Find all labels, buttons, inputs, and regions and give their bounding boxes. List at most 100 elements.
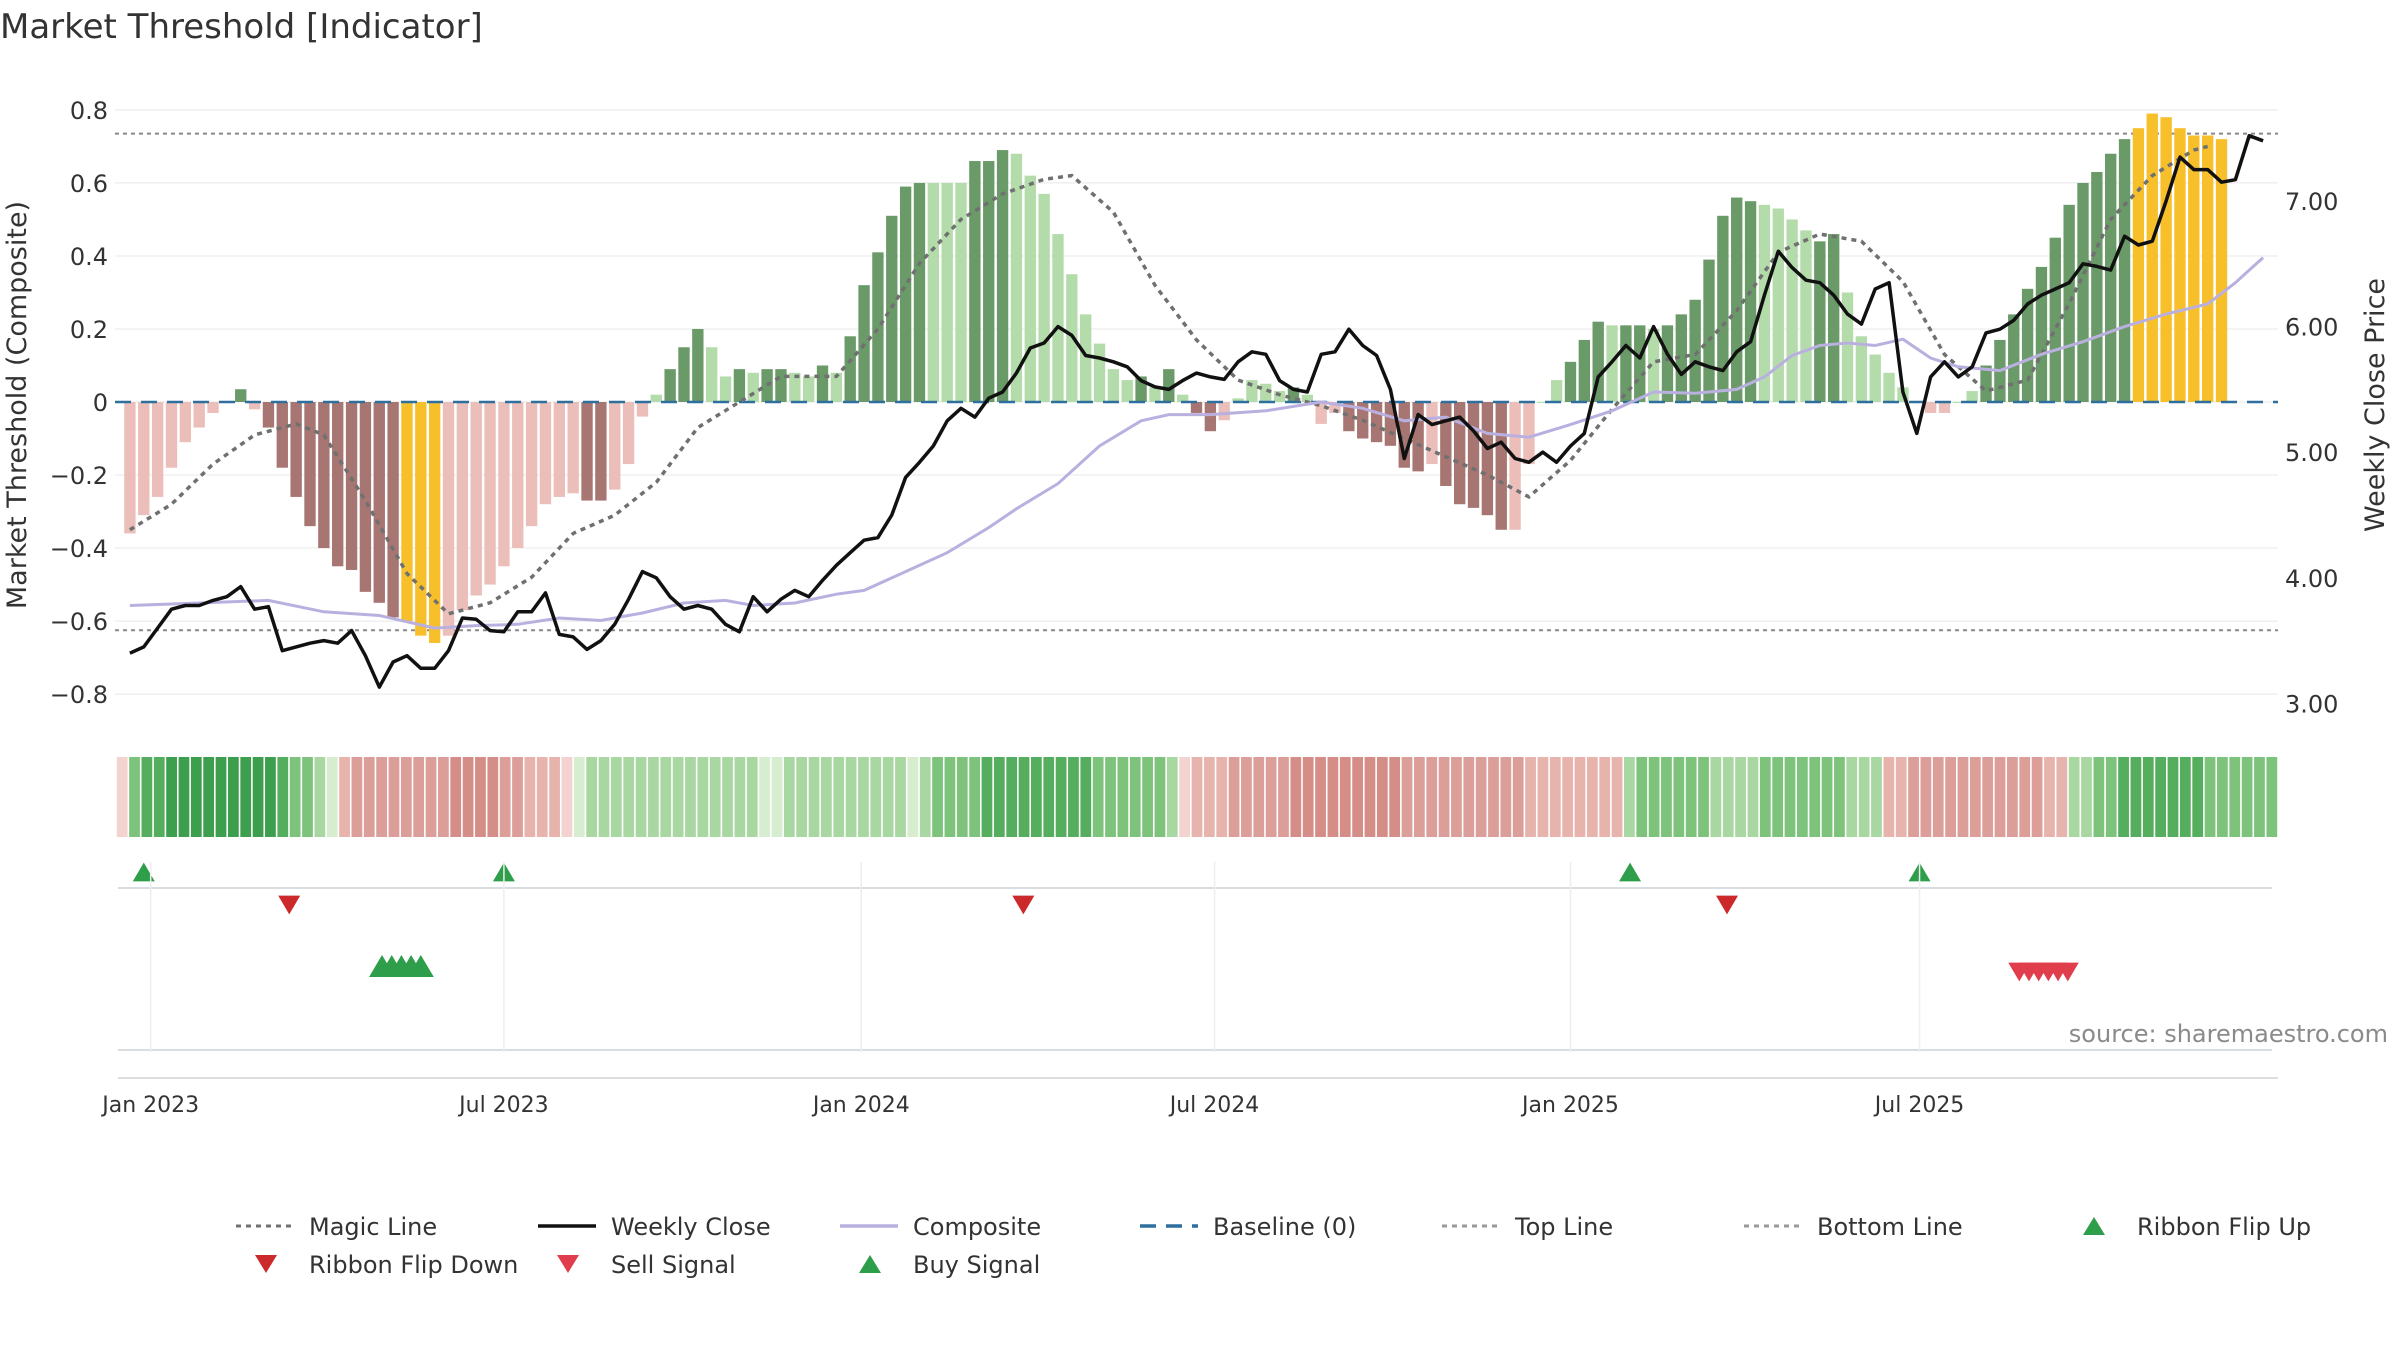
ribbon-cell <box>166 757 177 837</box>
ribbon-cell <box>141 757 153 837</box>
ribbon-cell <box>1055 757 1067 837</box>
ribbon-cell <box>549 757 560 837</box>
ribbon-cell <box>697 757 709 837</box>
composite-bar <box>581 402 593 501</box>
composite-bar <box>1620 325 1632 402</box>
composite-bar <box>1924 402 1937 413</box>
ribbon-cell <box>1661 757 1672 837</box>
ribbon-cell <box>1376 757 1388 837</box>
composite-bar <box>1800 230 1812 402</box>
ribbon-cell <box>858 757 869 837</box>
legend-label: Sell Signal <box>611 1251 736 1279</box>
ribbon-cell <box>314 757 326 837</box>
ribbon-cell <box>1092 757 1104 837</box>
ribbon-cell <box>956 757 968 837</box>
ribbon-cell <box>771 757 783 837</box>
legend-label: Magic Line <box>309 1213 437 1241</box>
composite-bar <box>2063 204 2075 402</box>
ribbon-cell <box>907 757 919 837</box>
composite-bar <box>941 182 953 402</box>
ribbon-cell <box>1525 757 1536 837</box>
composite-bar <box>1869 354 1881 402</box>
ribbon-cell <box>870 757 882 837</box>
composite-bar <box>1163 369 1175 402</box>
composite-bar <box>1786 219 1798 402</box>
ribbon-cell <box>1241 757 1252 837</box>
composite-bar <box>2091 171 2103 402</box>
ribbon-cell <box>1945 757 1956 837</box>
ribbon-cell <box>190 757 202 837</box>
legend-label: Ribbon Flip Up <box>2137 1213 2311 1241</box>
composite-bar <box>1176 394 1189 402</box>
ribbon-cell <box>919 757 931 837</box>
ribbon-cell <box>672 757 684 837</box>
ribbon-cell <box>376 757 387 837</box>
composite-bar <box>1550 380 1563 402</box>
composite-bar <box>235 389 247 402</box>
ribbon-cell <box>265 757 276 837</box>
left-tick-label: −0.2 <box>50 462 108 490</box>
composite-bar <box>1135 376 1147 402</box>
ribbon-cell <box>425 757 437 837</box>
line-series <box>115 133 2278 689</box>
composite-bar <box>1454 402 1466 505</box>
signal-panels <box>118 862 2272 1051</box>
ribbon-cell <box>215 757 227 837</box>
ribbon-cell <box>2142 757 2154 837</box>
composite-bar <box>609 402 621 490</box>
composite-bar <box>484 402 496 585</box>
ribbon-cell <box>536 757 548 837</box>
composite-bar <box>1841 292 1854 402</box>
ribbon-cell <box>2229 757 2241 837</box>
legend-swatch <box>2083 1217 2105 1235</box>
ribbon-cell <box>981 757 993 837</box>
ribbon-cell <box>2155 757 2167 837</box>
composite-bar <box>193 402 205 428</box>
ribbon-cell <box>1191 757 1203 837</box>
ribbon-cell <box>1166 757 1178 837</box>
ribbon-cell <box>153 757 165 837</box>
ribbon-cell <box>1586 757 1598 837</box>
composite-bar <box>165 402 178 468</box>
ribbon-cell <box>1228 757 1240 837</box>
ribbon-cell <box>1883 757 1895 837</box>
ribbon-cell <box>845 757 857 837</box>
composite-bar <box>1883 372 1895 402</box>
ribbon-cell <box>487 757 499 837</box>
sell-signal-marker <box>2056 962 2079 982</box>
right-tick-label: 7.00 <box>2285 188 2338 216</box>
ribbon-cell <box>993 757 1005 837</box>
left-tick-label: 0.8 <box>70 97 108 125</box>
ribbon-cell <box>289 757 301 837</box>
composite-bar <box>2077 182 2089 402</box>
composite-bar <box>1523 402 1535 465</box>
composite-bar <box>2008 314 2020 402</box>
ribbon-cell <box>1364 757 1376 837</box>
composite-bar <box>983 161 995 402</box>
ribbon-cell <box>302 757 313 837</box>
composite-bar <box>2188 135 2200 402</box>
ribbon-cell <box>438 757 449 837</box>
right-tick-label: 5.00 <box>2285 439 2338 467</box>
ribbon-cell <box>932 757 943 837</box>
left-tick-label: −0.8 <box>50 681 108 709</box>
legend: Magic Line Weekly Close Composite Baseline … <box>236 1213 2311 1279</box>
ribbon-cell <box>1105 757 1116 837</box>
ribbon-cell <box>796 757 808 837</box>
left-tick-label: 0.6 <box>70 170 108 198</box>
ribbon-cell <box>1401 757 1413 837</box>
ribbon-cell <box>1698 757 1709 837</box>
ribbon-cell <box>1018 757 1030 837</box>
composite-bar <box>2201 135 2214 402</box>
ribbon-cell <box>1302 757 1314 837</box>
composite-bar <box>1412 402 1424 472</box>
ribbon-cell <box>1537 757 1549 837</box>
ribbon-cell <box>203 757 215 837</box>
composite-bar <box>650 394 662 402</box>
legend-item: Composite <box>840 1213 1041 1241</box>
ribbon-cell <box>1203 757 1215 837</box>
ribbon-cell <box>1969 757 1981 837</box>
ribbon-cell <box>1611 757 1623 837</box>
composite-bar <box>1190 402 1203 413</box>
